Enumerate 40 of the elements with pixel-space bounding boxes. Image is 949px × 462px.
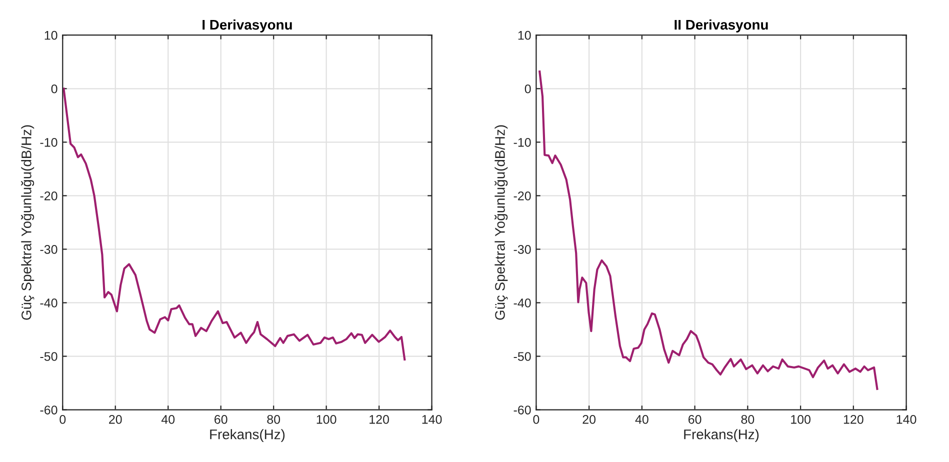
y-tick-label: -20 bbox=[514, 191, 531, 200]
y-tick-label: -50 bbox=[40, 352, 58, 361]
y-tick-label: -60 bbox=[514, 406, 531, 414]
x-tick-label: 100 bbox=[791, 414, 810, 424]
x-tick-label: 40 bbox=[635, 414, 648, 424]
x-tick-label: 40 bbox=[161, 414, 175, 424]
y-tick-label: -30 bbox=[40, 245, 58, 254]
x-tick-label: 0 bbox=[533, 414, 540, 424]
y-tick-label: 10 bbox=[518, 30, 531, 40]
x-tick-label: 20 bbox=[582, 414, 596, 424]
y-axis-title: Güç Spektral Yoğunluğu(dB/Hz) bbox=[494, 125, 508, 320]
y-tick-label: -40 bbox=[514, 298, 531, 308]
x-tick-label: 80 bbox=[741, 414, 754, 424]
x-tick-label: 140 bbox=[422, 414, 442, 424]
x-tick-label: 60 bbox=[688, 414, 702, 424]
x-tick-label: 120 bbox=[844, 414, 864, 424]
y-tick-label: 0 bbox=[524, 84, 531, 94]
y-tick-label: -50 bbox=[514, 352, 531, 361]
x-tick-label: 60 bbox=[214, 414, 228, 424]
x-tick-label: 100 bbox=[316, 414, 336, 424]
chart-title: I Derivasyonu bbox=[202, 19, 292, 32]
x-tick-label: 140 bbox=[896, 414, 916, 424]
y-tick-label: 0 bbox=[51, 84, 58, 94]
x-axis-title: Frekans(Hz) bbox=[684, 429, 759, 442]
x-tick-label: 0 bbox=[60, 414, 66, 424]
line-series bbox=[538, 70, 878, 390]
y-tick-label: -30 bbox=[514, 245, 531, 254]
y-tick-label: -10 bbox=[40, 138, 58, 147]
x-tick-label: 80 bbox=[267, 414, 280, 424]
y-tick-label: -60 bbox=[40, 406, 58, 414]
y-tick-label: 10 bbox=[44, 30, 58, 40]
x-axis-title: Frekans(Hz) bbox=[210, 429, 285, 442]
y-tick-label: -40 bbox=[40, 298, 58, 308]
x-tick-label: 20 bbox=[109, 414, 122, 424]
y-tick-label: -10 bbox=[514, 138, 531, 147]
chart-title: II Derivasyonu bbox=[674, 19, 768, 32]
x-tick-label: 120 bbox=[370, 414, 389, 424]
line-series bbox=[62, 88, 406, 361]
y-tick-label: -20 bbox=[40, 191, 58, 200]
y-axis-title: Güç Spektral Yoğunluğu(dB/Hz) bbox=[20, 125, 34, 320]
